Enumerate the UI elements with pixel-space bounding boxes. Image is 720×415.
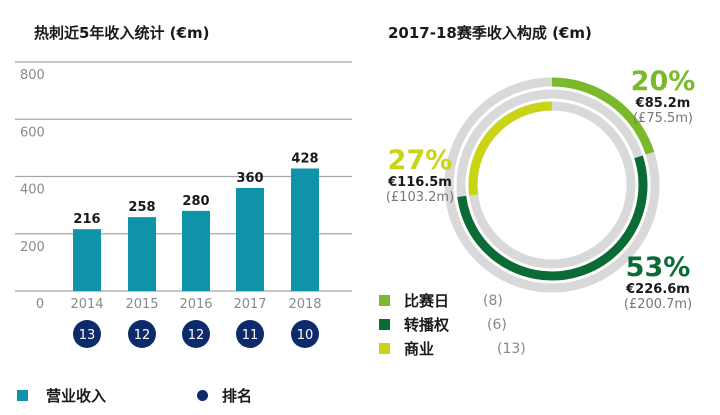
commercial-percent: 27% xyxy=(387,145,453,176)
legend-ranking-label: 排名 xyxy=(222,387,253,405)
commercial-swatch-icon xyxy=(379,343,390,354)
broadcasting-rank: (6) xyxy=(487,316,507,333)
commercial-rank: (13) xyxy=(497,340,526,357)
bar-value-label: 258 xyxy=(128,200,155,215)
bar-2017 xyxy=(236,187,264,291)
legend-commercial-label: 商业 xyxy=(404,340,435,358)
ring-track xyxy=(456,89,648,281)
revenue-swatch-icon xyxy=(17,390,28,401)
label-broadcasting: 53% €226.6m (£200.7m) xyxy=(608,252,708,313)
x-tick-label: 2014 xyxy=(70,297,103,312)
rank-badge-label: 12 xyxy=(134,328,151,343)
bar-2014 xyxy=(73,229,101,291)
rank-badge-label: 11 xyxy=(242,328,259,343)
bar-value-label: 428 xyxy=(291,151,318,166)
bar-value-label: 216 xyxy=(73,212,100,227)
bar-2018 xyxy=(291,168,319,291)
label-commercial: 27% €116.5m (£103.2m) xyxy=(375,145,465,206)
legend-matchday-label: 比赛日 xyxy=(404,292,450,310)
legend-revenue-label: 营业收入 xyxy=(46,387,107,405)
x-tick-label: 2016 xyxy=(179,297,212,312)
donut-chart-title: 2017-18赛季收入构成 (€m) xyxy=(388,24,592,42)
legend-matchday: 比赛日 (8) xyxy=(379,290,503,311)
rank-badge-label: 12 xyxy=(188,328,205,343)
rank-badge xyxy=(236,320,264,348)
ring-track xyxy=(468,101,636,269)
legend-broadcasting: 转播权 (6) xyxy=(379,314,507,335)
x-tick-label: 2017 xyxy=(233,297,266,312)
legend-broadcasting-label: 转播权 xyxy=(404,316,450,334)
broadcasting-gbp: (£200.7m) xyxy=(623,296,693,312)
rank-badge xyxy=(182,320,210,348)
label-matchday: 20% €85.2m (£75.5m) xyxy=(618,66,708,127)
bar-chart-title: 热刺近5年收入统计 (€m) xyxy=(34,24,210,42)
legend-ranking: 排名 xyxy=(197,385,252,406)
y-tick-label: 200 xyxy=(20,240,45,255)
rank-badge-label: 13 xyxy=(79,328,96,343)
matchday-gbp: (£75.5m) xyxy=(632,110,694,126)
bar-2016 xyxy=(182,210,210,291)
x-tick-label: 2015 xyxy=(125,297,158,312)
matchday-swatch-icon xyxy=(379,295,390,306)
matchday-rank: (8) xyxy=(483,292,503,309)
broadcasting-eur: €226.6m xyxy=(626,282,690,298)
matchday-eur: €85.2m xyxy=(635,96,691,112)
y-tick-label: 400 xyxy=(20,183,45,198)
broadcasting-swatch-icon xyxy=(379,319,390,330)
legend-revenue: 营业收入 xyxy=(17,385,106,406)
legend-commercial: 商业 (13) xyxy=(379,338,526,359)
bar-value-label: 360 xyxy=(236,171,263,186)
rank-badge xyxy=(128,320,156,348)
commercial-eur: €116.5m xyxy=(388,175,452,191)
y-tick-label: 0 xyxy=(36,297,44,312)
rank-badge xyxy=(291,320,319,348)
bar-2015 xyxy=(128,217,156,291)
bar-value-label: 280 xyxy=(182,194,209,209)
y-tick-label: 600 xyxy=(20,125,45,140)
slice-2 xyxy=(468,101,553,196)
y-tick-label: 800 xyxy=(20,68,45,83)
matchday-percent: 20% xyxy=(630,66,696,97)
broadcasting-percent: 53% xyxy=(625,252,691,283)
x-tick-label: 2018 xyxy=(288,297,321,312)
rank-badge xyxy=(73,320,101,348)
rank-badge-label: 10 xyxy=(297,328,314,343)
bar-chart: 0 200 400 600 800 216 2014 13 258 2015 12 280 2016 12… xyxy=(15,61,352,348)
ranking-dot-icon xyxy=(197,390,208,401)
commercial-gbp: (£103.2m) xyxy=(385,189,455,205)
